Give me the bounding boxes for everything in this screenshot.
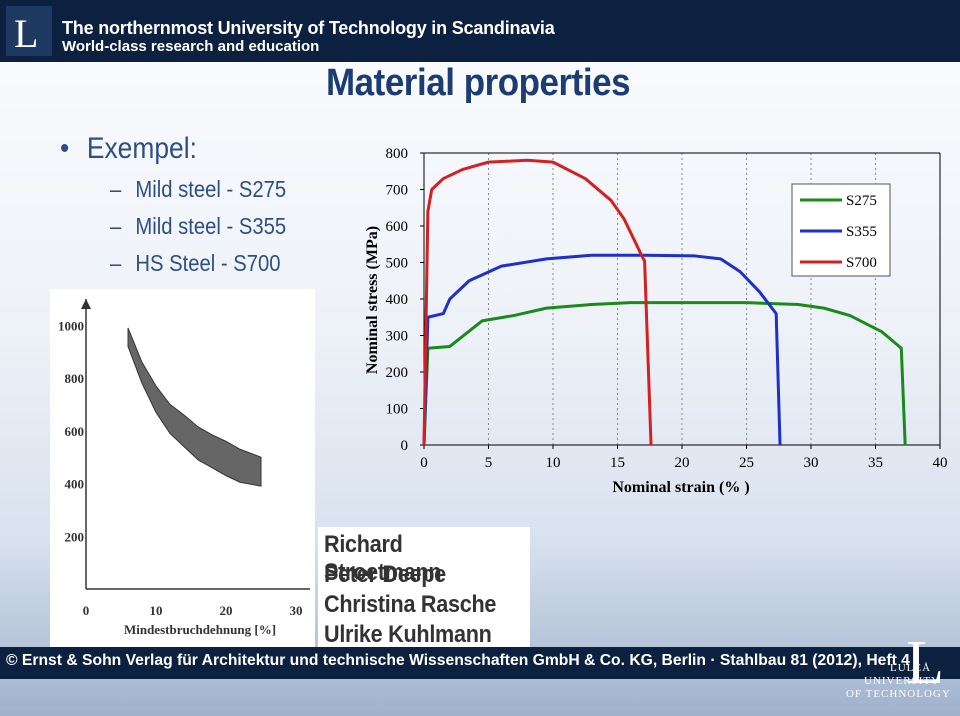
university-logo-letter: L: [906, 629, 944, 697]
y-tick-label: 300: [386, 329, 409, 345]
y-tick-label: 400: [386, 292, 409, 308]
x-tick-label: 0: [83, 603, 90, 618]
y-tick-label: 1000: [58, 318, 84, 333]
y-tick-label: 100: [386, 402, 409, 418]
x-tick-label: 40: [933, 455, 948, 471]
legend-label: S355: [846, 224, 877, 240]
y-axis-label: Nominal stress (MPa): [364, 226, 381, 374]
x-tick-label: 5: [485, 455, 493, 471]
x-tick-label: 20: [220, 603, 233, 618]
header-tagline: The northernmost University of Technolog…: [62, 18, 555, 38]
university-line: OF TECHNOLOGY: [846, 688, 951, 700]
x-tick-label: 10: [150, 603, 163, 618]
elongation-x-label: Mindestbruchdehnung [%]: [124, 622, 276, 637]
series-line-s355: [422, 253, 782, 446]
x-tick-label: 25: [739, 455, 754, 471]
x-tick-label: 35: [868, 455, 883, 471]
y-tick-label: 400: [65, 477, 85, 492]
author-name: Richard Stroetmann: [324, 531, 442, 586]
university-line: LULEÅ: [890, 662, 932, 674]
legend-label: S700: [846, 255, 877, 271]
y-tick-label: 200: [386, 365, 409, 381]
university-mark: L LULEÅ UNIVERSITY OF TECHNOLOGY: [812, 629, 952, 700]
citation-text: © Ernst & Sohn Verlag für Architektur un…: [6, 652, 910, 669]
x-tick-label: 30: [804, 455, 819, 471]
x-tick-label: 20: [675, 455, 690, 471]
legend-label: S275: [846, 193, 877, 209]
author-name: Peter Deepe: [324, 561, 446, 588]
stress-strain-chart: 0 5 10 15 20 25 30 35 40 0 100 200 300 400 500 600 700 80…: [360, 140, 960, 500]
elongation-chart: 200 400 600 800 1000 0 10 20 30 Mindestbruchdehn…: [50, 289, 315, 647]
series-line-s275: [422, 301, 907, 446]
y-tick-label: 600: [386, 219, 409, 235]
stress-strain-svg: 0 5 10 15 20 25 30 35 40010020030040050060070080…: [364, 146, 948, 496]
author-name: Ulrike Kuhlmann: [324, 621, 492, 648]
y-tick-label: 0: [401, 438, 409, 454]
bullet-item: • Exempel:: [60, 132, 197, 165]
citation-bar: © Ernst & Sohn Verlag für Architektur un…: [0, 647, 960, 679]
authors-box: Richard Stroetmann Peter Deepe Christina…: [318, 527, 530, 648]
elongation-chart-svg: 200 400 600 800 1000 0 10 20 30 Mindestbruchdehn…: [58, 299, 310, 637]
x-tick-label: 15: [610, 455, 625, 471]
strength-band: [127, 327, 262, 487]
university-logo: L: [6, 6, 52, 56]
sub-item-s700: – HS Steel - S700: [110, 250, 281, 276]
series-line-s700: [422, 158, 653, 446]
y-tick-label: 700: [386, 183, 409, 199]
x-tick-label: 0: [420, 455, 428, 471]
x-axis-label: Nominal strain (% ): [612, 479, 749, 496]
y-tick-label: 800: [65, 371, 85, 386]
university-line: UNIVERSITY: [864, 675, 940, 687]
header-bar: L The northernmost University of Technol…: [0, 0, 960, 62]
x-tick-label: 30: [290, 603, 303, 618]
y-axis-arrow: [81, 299, 91, 309]
y-tick-label: 600: [65, 424, 85, 439]
sub-item-s355: – Mild steel - S355: [110, 213, 287, 239]
slide-title: Material properties: [326, 62, 631, 104]
bullet-text: Exempel:: [86, 132, 197, 165]
header-subtitle: World-class research and education: [62, 38, 320, 55]
author-name: Christina Rasche: [324, 591, 497, 618]
x-tick-label: 10: [546, 455, 561, 471]
y-tick-label: 800: [386, 146, 409, 162]
y-tick-label: 500: [386, 256, 409, 272]
y-tick-label: 200: [65, 529, 85, 544]
sub-item-s275: – Mild steel - S275: [110, 176, 287, 202]
